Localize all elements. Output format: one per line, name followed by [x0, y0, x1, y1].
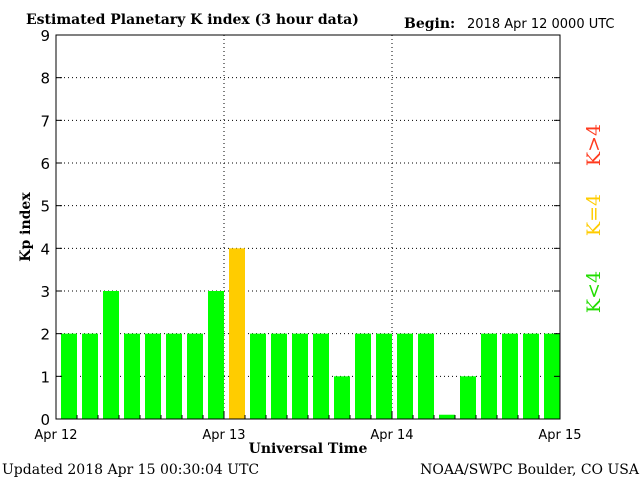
kp-bar	[376, 333, 392, 419]
legend-k-above-4: K>4	[583, 124, 605, 166]
x-tick-label: Apr 12	[34, 428, 77, 443]
y-tick-label: 1	[40, 368, 50, 386]
legend-k-equal-4: K=4	[583, 194, 605, 236]
legend-k-below-4: K<4	[583, 271, 605, 313]
x-axis-label: Universal Time	[249, 441, 368, 457]
kp-bar	[397, 333, 413, 419]
y-tick-label: 2	[40, 326, 50, 344]
kp-bar	[292, 333, 308, 419]
y-tick-label: 4	[40, 240, 50, 258]
kp-bar	[145, 333, 161, 419]
kp-bar	[439, 414, 455, 419]
kp-bar	[229, 248, 245, 419]
x-tick-label: Apr 13	[202, 428, 245, 443]
kp-bar	[481, 333, 497, 419]
kp-bar	[418, 333, 434, 419]
kp-bar	[460, 376, 476, 419]
kp-bar	[313, 333, 329, 419]
y-tick-label: 6	[40, 155, 50, 173]
kp-bar	[271, 333, 287, 419]
y-tick-label: 3	[40, 283, 50, 301]
kp-bar	[334, 376, 350, 419]
kp-bar	[502, 333, 518, 419]
kp-bar	[250, 333, 266, 419]
y-tick-label: 0	[40, 411, 50, 429]
chart-title: Estimated Planetary K index (3 hour data…	[26, 12, 359, 28]
x-tick-label: Apr 15	[538, 428, 581, 443]
kp-bar	[523, 333, 539, 419]
begin-value: 2018 Apr 12 0000 UTC	[467, 17, 615, 32]
kp-bar	[208, 291, 224, 419]
kp-bar	[187, 333, 203, 419]
kp-bar	[355, 333, 371, 419]
updated-timestamp: Updated 2018 Apr 15 00:30:04 UTC	[2, 462, 259, 478]
y-tick-label: 7	[40, 112, 50, 130]
source-credit: NOAA/SWPC Boulder, CO USA	[420, 462, 640, 478]
begin-label: Begin:	[404, 16, 455, 32]
y-tick-label: 8	[40, 70, 50, 88]
plot-area: 0 1 2 3 4 5 6 7 8 9 Apr 12 Apr 13 Apr 14 Apr 15	[34, 27, 581, 443]
kp-bar	[124, 333, 140, 419]
kp-bar	[166, 333, 182, 419]
kp-bar	[61, 333, 77, 419]
x-tick-label: Apr 14	[370, 428, 413, 443]
kp-bar	[82, 333, 98, 419]
y-axis-label: Kp index	[18, 192, 34, 262]
y-tick-label: 9	[40, 27, 50, 45]
kp-bar	[103, 291, 119, 419]
kp-bar	[544, 333, 560, 419]
y-tick-label: 5	[40, 198, 50, 216]
